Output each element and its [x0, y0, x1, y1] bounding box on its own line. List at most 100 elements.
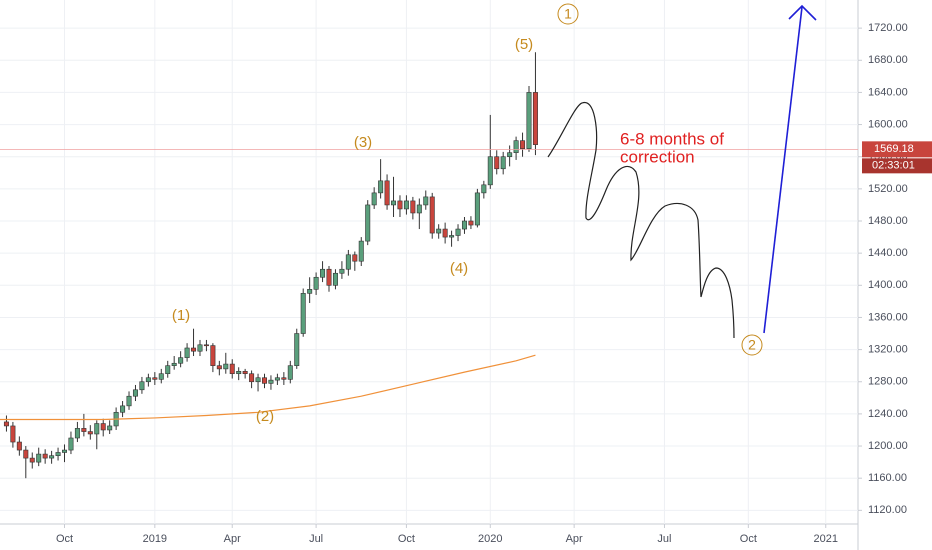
candle-body	[461, 220, 467, 230]
candle-body	[165, 365, 171, 375]
x-tick-label: Apr	[566, 533, 583, 545]
y-tick-label: 1240.00	[868, 408, 908, 420]
x-tick-label: Jul	[657, 533, 671, 545]
candle-body	[371, 192, 377, 206]
candle-body	[494, 156, 500, 170]
marks	[0, 52, 858, 479]
candle-body	[320, 268, 326, 278]
candle-body	[203, 344, 209, 347]
candle-body	[332, 272, 338, 286]
candle-body	[139, 381, 145, 391]
y-tick-label: 1360.00	[868, 311, 908, 323]
candle-body	[449, 235, 455, 238]
candle-body	[326, 268, 332, 286]
y-tick-label: 1320.00	[868, 344, 908, 356]
y-tick-label: 1280.00	[868, 376, 908, 388]
candle-body	[507, 152, 513, 158]
candle-body	[100, 423, 106, 431]
candle-body	[294, 333, 300, 366]
y-tick-label: 1440.00	[868, 247, 908, 259]
wave-label: (4)	[450, 260, 468, 277]
candle-body	[120, 405, 126, 413]
y-tick-label: 1200.00	[868, 440, 908, 452]
wave-label: (5)	[515, 36, 533, 53]
candle-body	[268, 379, 274, 384]
candle-body	[36, 453, 42, 463]
y-tick-label: 1680.00	[868, 54, 908, 66]
candle-body	[216, 365, 222, 370]
candle-body	[255, 377, 261, 383]
y-tick-label: 1520.00	[868, 183, 908, 195]
price-tag	[862, 141, 932, 158]
x-tick-label: 2020	[478, 533, 502, 545]
countdown-label: 02:33:01	[872, 160, 915, 172]
candle-body	[107, 425, 113, 431]
candle-body	[307, 289, 313, 294]
candle-body	[62, 449, 68, 453]
price-tag-label: 1569.18	[874, 143, 914, 155]
candle-body	[416, 204, 422, 214]
candle-body	[261, 377, 267, 384]
candle-body	[191, 347, 197, 352]
candle-body	[229, 363, 235, 375]
moving-average	[0, 354, 536, 421]
candle-body	[526, 92, 532, 149]
candle-body	[16, 441, 22, 451]
annotation: correction	[620, 147, 695, 166]
candle-body	[3, 421, 9, 427]
candle-body	[249, 373, 255, 383]
candle-body	[345, 254, 351, 270]
y-tick-label: 1600.00	[868, 118, 908, 130]
candle-body	[287, 365, 293, 380]
x-tick-label: Oct	[56, 533, 73, 545]
x-tick-label: 2021	[814, 533, 838, 545]
candle-body	[74, 428, 80, 439]
candle-body	[152, 377, 158, 380]
candle-body	[158, 373, 164, 380]
candle-body	[365, 204, 371, 242]
candle-body	[132, 389, 138, 397]
candle-body	[300, 293, 306, 334]
candle-body	[358, 240, 364, 262]
arrow-line	[763, 6, 803, 334]
candle-body	[242, 371, 248, 375]
candle-body	[184, 347, 190, 358]
candle-body	[474, 192, 480, 226]
candle-body	[197, 344, 203, 352]
candle-body	[49, 455, 55, 459]
x-tick-label: Oct	[398, 533, 415, 545]
candle-body	[378, 180, 384, 194]
candle-body	[126, 395, 132, 407]
candle-body	[468, 220, 474, 226]
circle-2	[741, 334, 763, 356]
circle-1	[557, 3, 579, 25]
y-tick-label: 1120.00	[868, 504, 907, 516]
candle-body	[223, 363, 229, 370]
candle-body	[10, 425, 16, 443]
candle-body	[384, 180, 390, 206]
candle-body	[313, 276, 319, 290]
candle-body	[397, 200, 403, 210]
x-tick-label: 2019	[143, 533, 167, 545]
candle-body	[23, 449, 29, 459]
countdown-tag	[862, 158, 932, 174]
candle-body	[29, 457, 35, 463]
candle-body	[352, 254, 358, 262]
candle-body	[178, 357, 184, 364]
candle-body	[391, 200, 397, 206]
candle-body	[274, 377, 280, 381]
candle-body	[410, 200, 416, 214]
candle-body	[436, 228, 442, 234]
x-tick-label: Oct	[740, 533, 757, 545]
annotation: 6-8 months of	[620, 129, 724, 148]
grid	[0, 0, 858, 524]
candle-body	[455, 228, 461, 236]
y-tick-label: 1480.00	[868, 215, 908, 227]
y-tick-label: 1720.00	[868, 22, 908, 34]
candle-body	[481, 184, 487, 194]
candle-body	[487, 156, 493, 186]
arrow-head	[788, 4, 817, 21]
candle-body	[81, 428, 87, 432]
